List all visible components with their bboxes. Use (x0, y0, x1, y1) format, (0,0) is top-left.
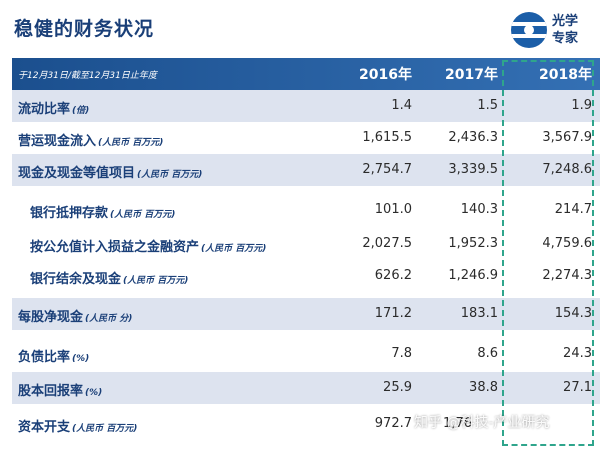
cell-2016: 171.2 (374, 306, 412, 321)
cell-2018: 3,567.9 (542, 130, 592, 145)
row-unit: (倍) (72, 106, 90, 116)
row-unit: (人民币 百万元) (201, 244, 267, 254)
row-label: 每股净现金 (18, 310, 84, 325)
row-unit: (人民币 百万元) (72, 424, 138, 434)
cell-2016: 1.4 (391, 98, 412, 113)
year-header-2016: 2016年 (359, 67, 412, 83)
row-label: 银行抵押存款 (30, 206, 109, 221)
logo-text-line2: 专家 (552, 31, 579, 46)
table-row-pledged-deposits: 银行抵押存款 (人民币 百万元) 101.0 140.3 214.7 (12, 194, 600, 226)
row-label: 按公允值计入损益之金融资产 (30, 240, 200, 255)
row-label: 现金及现金等值项目 (18, 166, 136, 181)
cell-2018: 7,248.6 (542, 162, 592, 177)
row-unit: (人民币 百万元) (137, 170, 203, 180)
row-unit: (人民币 百万元) (98, 138, 164, 148)
cell-2018: 27.1 (563, 380, 592, 395)
row-unit: (人民币 百万元) (123, 276, 189, 286)
cell-2016: 101.0 (374, 202, 412, 217)
row-label: 营运现金流入 (18, 134, 97, 149)
cell-2017: 1,76 (443, 416, 472, 431)
cell-2017: 38.8 (469, 380, 498, 395)
row-unit: (%) (72, 354, 90, 364)
cell-2016: 626.2 (374, 268, 412, 283)
cell-2017: 2,436.3 (448, 130, 498, 145)
table-row-capital-expenditure: 资本开支 (人民币 百万元) 972.7 1,76 (12, 408, 600, 440)
logo-text-line1: 光学 (552, 14, 579, 29)
row-unit: (人民币 百万元) (110, 210, 176, 220)
table-row-bank-balances: 银行结余及现金 (人民币 百万元) 626.2 1,246.9 2,274.3 (12, 260, 600, 292)
cell-2017: 140.3 (460, 202, 498, 217)
cell-2018: 2,274.3 (542, 268, 592, 283)
cell-2017: 3,339.5 (448, 162, 498, 177)
company-logo: 光学 专家 (511, 10, 591, 50)
cell-2017: 183.1 (460, 306, 498, 321)
cell-2016: 2,754.7 (362, 162, 412, 177)
row-label: 资本开支 (18, 420, 71, 435)
logo-icon (511, 12, 547, 48)
row-unit: (人民币 分) (85, 314, 133, 324)
cell-2018: 1.9 (571, 98, 592, 113)
period-note: 于12月31日/截至12月31日止年度 (18, 71, 157, 81)
cell-2016: 1,615.5 (362, 130, 412, 145)
table-row-operating-cash-inflow: 营运现金流入 (人民币 百万元) 1,615.5 2,436.3 3,567.9 (12, 122, 600, 154)
row-label: 银行结余及现金 (30, 272, 122, 287)
cell-2017: 8.6 (477, 346, 498, 361)
cell-2018: 4,759.6 (542, 236, 592, 251)
page-title: 稳健的财务状况 (14, 18, 155, 40)
cell-2016: 2,027.5 (362, 236, 412, 251)
row-label: 股本回报率 (18, 384, 84, 399)
cell-2016: 972.7 (374, 416, 412, 431)
year-header-2017: 2017年 (445, 67, 498, 83)
cell-2018: 154.3 (554, 306, 592, 321)
table-row-debt-ratio: 负债比率 (%) 7.8 8.6 24.3 (12, 338, 600, 370)
cell-2017: 1,952.3 (448, 236, 498, 251)
logo-text: 光学 专家 (552, 13, 578, 47)
cell-2016: 7.8 (391, 346, 412, 361)
cell-2017: 1,246.9 (448, 268, 498, 283)
table-row-financial-assets-fvtpl: 按公允值计入损益之金融资产 (人民币 百万元) 2,027.5 1,952.3 4… (12, 228, 600, 260)
cell-2016: 25.9 (383, 380, 412, 395)
row-label: 负债比率 (18, 350, 71, 365)
watermark-text: 知乎 @科技-产业研究 (414, 415, 550, 431)
highlight-2018-column (502, 60, 594, 446)
cell-2018: 24.3 (563, 346, 592, 361)
row-unit: (%) (85, 388, 103, 398)
cell-2017: 1.5 (477, 98, 498, 113)
row-label: 流动比率 (18, 102, 71, 117)
cell-2018: 214.7 (554, 202, 592, 217)
year-header-2018: 2018年 (539, 67, 592, 83)
